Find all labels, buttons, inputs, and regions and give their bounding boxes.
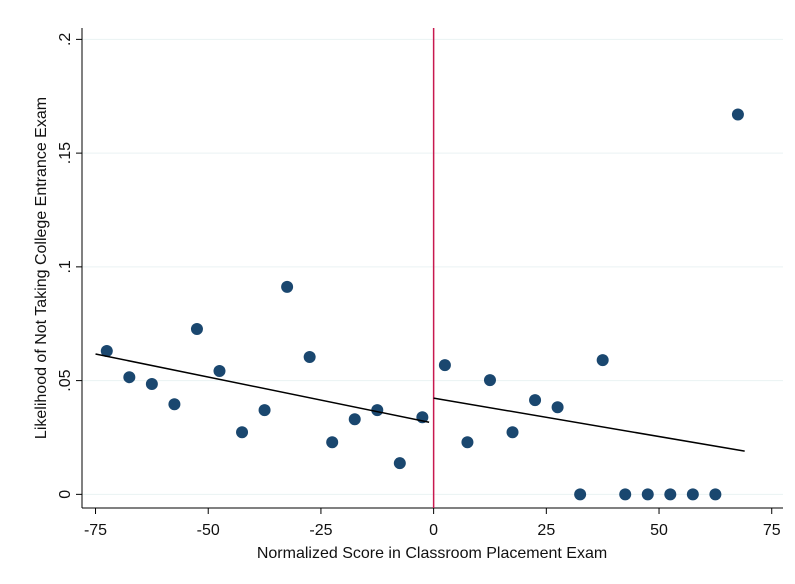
point — [461, 436, 474, 449]
point — [619, 488, 632, 501]
point — [686, 488, 699, 501]
point — [213, 365, 226, 378]
point — [483, 374, 496, 387]
point — [236, 426, 249, 439]
fit-line — [95, 353, 430, 423]
x-tick-label: -50 — [197, 522, 220, 539]
point — [371, 404, 384, 417]
x-tick-label: 0 — [429, 522, 438, 539]
x-tick-label: 75 — [763, 522, 781, 539]
x-tick-label: -25 — [309, 522, 332, 539]
point — [145, 378, 158, 391]
y-tick-label: .15 — [57, 142, 74, 164]
y-tick-label: .1 — [57, 260, 74, 273]
fit-line — [433, 397, 745, 452]
point — [258, 404, 271, 417]
point — [551, 401, 564, 414]
y-tick-label: .2 — [57, 33, 74, 46]
y-tick-label: 0 — [57, 490, 74, 499]
x-tick-label: -75 — [84, 522, 107, 539]
point — [303, 350, 316, 363]
y-tick-label: .05 — [57, 369, 74, 391]
point — [123, 371, 136, 384]
point — [529, 394, 542, 407]
point — [348, 413, 361, 426]
point — [326, 436, 339, 449]
point — [281, 280, 294, 293]
point — [100, 345, 113, 358]
point — [596, 354, 609, 367]
point — [731, 108, 744, 121]
x-tick-label: 25 — [537, 522, 555, 539]
point — [574, 488, 587, 501]
point — [438, 359, 451, 372]
x-tick-label: 50 — [650, 522, 668, 539]
point — [190, 322, 203, 335]
point — [506, 426, 519, 439]
point — [393, 457, 406, 470]
x-axis-title: Normalized Score in Classroom Placement … — [257, 545, 607, 562]
point — [664, 488, 677, 501]
point — [641, 488, 654, 501]
y-axis-title: Likelihood of Not Taking College Entranc… — [33, 97, 50, 439]
point — [709, 488, 722, 501]
point — [168, 398, 181, 411]
